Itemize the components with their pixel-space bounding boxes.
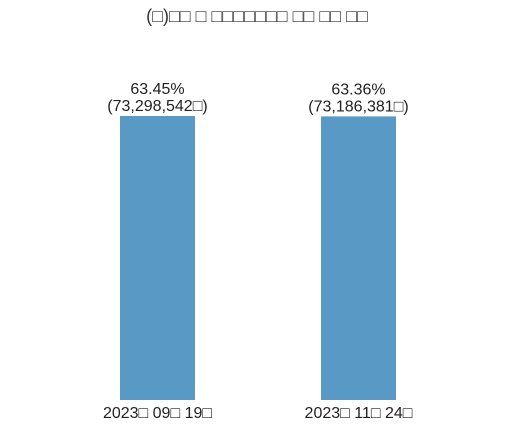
bar-2: [321, 116, 396, 401]
x-tick-label-1: 2023□ 09□ 19□: [103, 405, 212, 422]
bar-1-count-label: (73,298,542□): [107, 98, 207, 115]
bar-1: [120, 116, 195, 400]
bar-2-count-label: (73,186,381□): [308, 98, 408, 115]
x-tick-label-2: 2023□ 11□ 24□: [305, 405, 413, 422]
bar-2-percent-label: 63.36%: [331, 81, 385, 98]
chart-title: (□)□□ □ □□□□□□□ □□ □□ □□: [146, 6, 368, 26]
bars-layer: 63.45%(73,298,542□) 2023□ 09□ 19□ 63.36%(7…: [103, 81, 413, 422]
bar-1-percent-label: 63.45%: [130, 81, 184, 98]
